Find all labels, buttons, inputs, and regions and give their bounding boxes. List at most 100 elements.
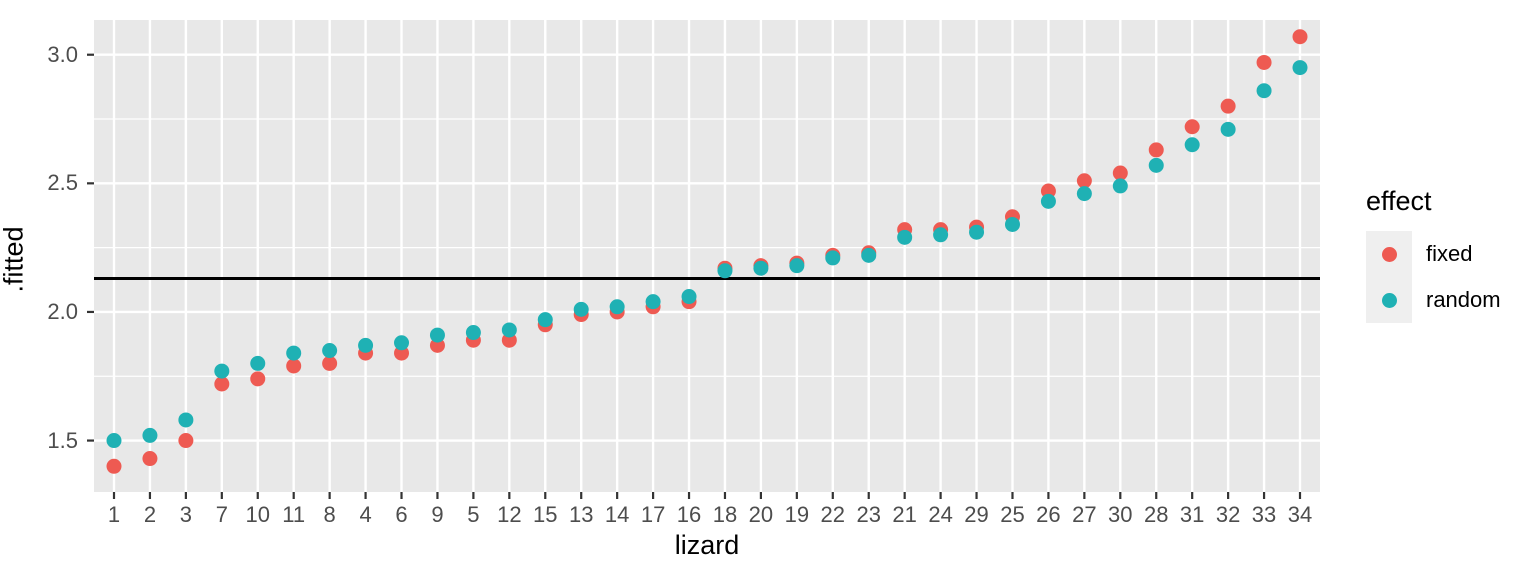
x-tick-label-8: 8 [323, 502, 336, 527]
y-tick-label-1.5: 1.5 [47, 427, 78, 453]
point-random-2 [142, 427, 158, 443]
point-random-29 [969, 224, 985, 240]
point-random-21 [897, 229, 913, 245]
point-random-6 [394, 335, 410, 351]
legend-label-fixed: fixed [1426, 241, 1473, 266]
legend-entries: fixed random [1366, 231, 1501, 323]
point-fixed-2 [142, 451, 158, 467]
point-random-17 [645, 294, 661, 310]
point-random-13 [573, 301, 589, 317]
x-tick-label-9: 9 [431, 502, 444, 527]
x-tick-label-2: 2 [143, 502, 157, 527]
point-random-15 [537, 312, 553, 328]
point-fixed-34 [1292, 29, 1308, 45]
x-tick-label-23: 23 [856, 502, 881, 527]
point-fixed-26 [1040, 183, 1056, 199]
point-random-33 [1256, 83, 1272, 99]
point-fixed-3 [178, 433, 194, 449]
x-tick-label-33: 33 [1251, 502, 1277, 527]
legend-entry-random: random [1366, 277, 1501, 323]
point-random-30 [1112, 178, 1128, 194]
x-tick-label-30: 30 [1108, 502, 1133, 527]
point-fixed-9 [429, 337, 445, 353]
x-tick-label-28: 28 [1143, 502, 1169, 527]
point-random-4 [358, 337, 374, 353]
x-tick-label-4: 4 [359, 502, 372, 527]
legend-key-random [1366, 277, 1412, 323]
x-tick-label-16: 16 [676, 502, 702, 527]
point-fixed-11 [286, 358, 302, 374]
legend-label-random: random [1426, 287, 1501, 312]
x-tick-label-7: 7 [215, 502, 228, 527]
point-fixed-30 [1112, 165, 1128, 181]
point-fixed-33 [1256, 54, 1272, 70]
x-tick-label-19: 19 [784, 502, 810, 527]
legend-entry-fixed: fixed [1366, 231, 1501, 277]
point-random-26 [1040, 193, 1056, 209]
point-fixed-27 [1076, 173, 1092, 189]
legend-dot-random-icon [1381, 292, 1397, 308]
point-random-19 [789, 258, 805, 274]
point-fixed-10 [250, 371, 266, 387]
y-axis-title: .fitted [0, 226, 29, 293]
x-tick-label-34: 34 [1287, 502, 1313, 527]
point-random-20 [753, 260, 769, 276]
x-tick-label-13: 13 [568, 502, 594, 527]
x-tick-label-17: 17 [640, 502, 666, 527]
point-random-28 [1148, 157, 1164, 173]
point-random-34 [1292, 60, 1308, 76]
x-tick-label-10: 10 [245, 502, 270, 527]
point-random-1 [106, 433, 122, 449]
x-tick-label-29: 29 [964, 502, 989, 527]
y-tick-label-2.5: 2.5 [47, 170, 78, 196]
point-random-23 [861, 247, 877, 263]
x-tick-label-6: 6 [395, 502, 408, 527]
x-tick-label-24: 24 [928, 502, 953, 527]
legend: effect fixed random [1366, 186, 1501, 323]
legend-dot-fixed-icon [1381, 246, 1397, 262]
point-random-18 [717, 263, 733, 279]
point-random-5 [465, 325, 481, 341]
x-tick-label-14: 14 [604, 502, 630, 527]
point-random-16 [681, 289, 697, 305]
point-fixed-6 [394, 345, 410, 361]
point-random-7 [214, 363, 230, 379]
legend-title: effect [1366, 186, 1432, 216]
point-random-27 [1076, 186, 1092, 202]
x-tick-label-3: 3 [179, 502, 192, 527]
point-random-11 [286, 345, 302, 361]
x-tick-label-26: 26 [1036, 502, 1061, 527]
x-tick-label-15: 15 [533, 502, 558, 527]
x-tick-label-1: 1 [107, 502, 121, 527]
point-random-24 [933, 227, 949, 243]
x-tick-label-12: 12 [497, 502, 522, 527]
point-random-8 [322, 343, 338, 359]
point-random-22 [825, 250, 841, 266]
panel-background [94, 20, 1320, 492]
x-tick-label-18: 18 [712, 502, 738, 527]
point-fixed-8 [322, 355, 338, 371]
x-tick-label-22: 22 [820, 502, 846, 527]
x-tick-label-32: 32 [1215, 502, 1241, 527]
x-tick-label-25: 25 [1000, 502, 1025, 527]
point-random-14 [609, 299, 625, 315]
point-random-12 [501, 322, 517, 338]
y-tick-label-2.0: 2.0 [47, 298, 78, 324]
point-random-32 [1220, 121, 1236, 137]
point-fixed-7 [214, 376, 230, 392]
point-fixed-28 [1148, 142, 1164, 158]
legend-key-fixed [1366, 231, 1412, 277]
point-random-9 [429, 327, 445, 343]
point-fixed-1 [106, 458, 122, 474]
point-random-25 [1004, 216, 1020, 232]
x-tick-label-5: 5 [467, 502, 480, 527]
point-random-3 [178, 412, 194, 428]
y-tick-label-3.0: 3.0 [47, 41, 78, 67]
x-axis-title: lizard [674, 530, 740, 560]
point-random-10 [250, 355, 266, 371]
x-tick-label-11: 11 [282, 502, 306, 527]
point-random-31 [1184, 137, 1200, 153]
x-tick-label-31: 31 [1179, 502, 1205, 527]
point-fixed-12 [501, 332, 517, 348]
